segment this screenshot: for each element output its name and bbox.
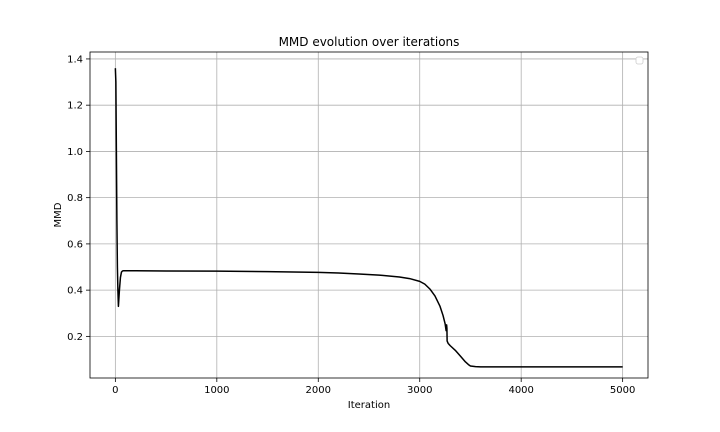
mmd-series-line [114, 68, 623, 368]
plot-area-frame [89, 51, 649, 379]
y-tick-label: 1.4 [67, 54, 83, 65]
x-tick-label: 1000 [204, 385, 229, 396]
x-tick-label: 0 [112, 385, 118, 396]
axis-ticks: 0 1000 2000 3000 4000 5000 0.2 0.4 0.6 0.8 1.0 1.2 1… [67, 54, 635, 396]
x-axis-label: Iteration [348, 400, 390, 411]
y-tick-label: 1.0 [67, 147, 83, 158]
chart-title: MMD evolution over iterations [279, 35, 460, 49]
y-tick-label: 1.2 [67, 101, 83, 112]
grid-lines [90, 52, 648, 378]
y-tick-label: 0.2 [67, 332, 83, 343]
y-tick-label: 0.6 [67, 239, 83, 250]
legend-box [635, 56, 644, 65]
x-tick-label: 2000 [306, 385, 331, 396]
x-tick-label: 3000 [407, 385, 432, 396]
x-tick-label: 4000 [508, 385, 533, 396]
series-layer [114, 68, 623, 368]
y-tick-label: 0.4 [67, 286, 83, 297]
y-axis-label: MMD [53, 202, 64, 227]
x-tick-label: 5000 [610, 385, 635, 396]
y-tick-label: 0.8 [67, 193, 83, 204]
